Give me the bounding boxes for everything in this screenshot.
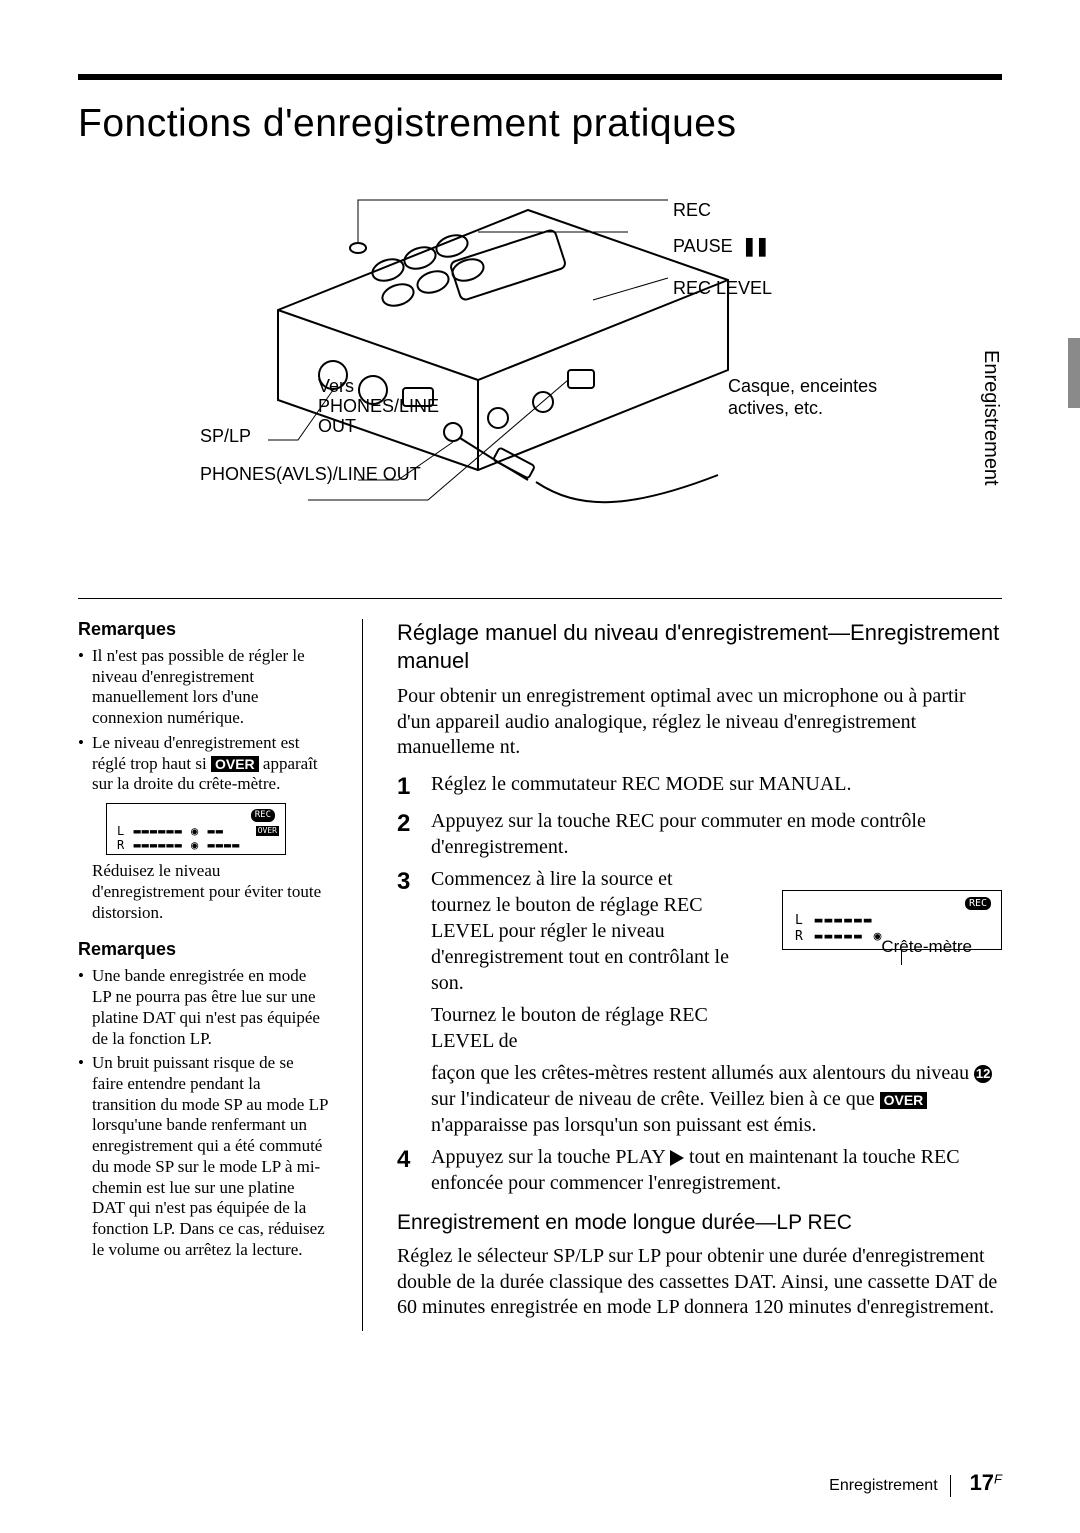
side-tab-bar <box>1068 338 1080 408</box>
over-badge-icon: OVER <box>211 756 259 773</box>
over-badge-icon-2: OVER <box>880 1092 928 1109</box>
notes-list-2: Une bande enregistrée en mode LP ne pour… <box>78 966 328 1260</box>
label-reclevel: REC LEVEL <box>673 278 772 300</box>
step-4a: Appuyez sur la touche PLAY <box>431 1146 670 1168</box>
side-tab-label: Enregistrement <box>979 350 1002 550</box>
step-3b: Tournez le bouton de réglage REC LEVEL d… <box>431 1002 731 1054</box>
label-phones-line: PHONES/LINE <box>318 396 439 418</box>
note-3: Une bande enregistrée en mode LP ne pour… <box>78 966 328 1049</box>
note-1: Il n'est pas possible de régler le nivea… <box>78 646 328 729</box>
step-2: 2 Appuyez sur la touche REC pour commute… <box>397 808 1002 860</box>
section-rule <box>78 598 1002 599</box>
step-1: 1 Réglez le commutateur REC MODE sur MAN… <box>397 771 1002 802</box>
footer: Enregistrement 17F <box>829 1470 1002 1497</box>
label-vers: Vers <box>318 376 354 398</box>
note-2c: Réduisez le niveau d'enregistrement pour… <box>92 861 321 921</box>
step-3-text: Commencez à lire la source et tournez le… <box>431 866 1002 1138</box>
step-2-number: 2 <box>397 808 421 860</box>
step-4: 4 Appuyez sur la touche PLAY tout en mai… <box>397 1144 1002 1196</box>
meter-row-l: L ▬▬▬▬▬▬ <box>795 913 874 930</box>
step-3a: Commencez à lire la source et tournez le… <box>431 866 731 996</box>
meter-row-r: R ▬▬▬▬▬ ◉ <box>795 929 883 946</box>
step-2-text: Appuyez sur la touche REC pour commuter … <box>431 808 1002 860</box>
step-3-number: 3 <box>397 866 421 1138</box>
mini-row-l: L ▬▬▬▬▬▬ ◉ ▬▬ <box>117 824 224 839</box>
step-3: 3 Commencez à lire la source et tournez … <box>397 866 1002 1138</box>
mini-rec-badge: REC <box>251 809 275 822</box>
subheading-lp: Enregistrement en mode longue durée—LP R… <box>397 1210 1002 1236</box>
columns: Remarques Il n'est pas possible de régle… <box>78 619 1002 1331</box>
column-separator <box>362 619 363 1331</box>
remarques-heading-2: Remarques <box>78 939 328 960</box>
mini-row-r: R ▬▬▬▬▬▬ ◉ ▬▬▬▬ <box>117 838 240 853</box>
note-4: Un bruit puissant risque de se faire ent… <box>78 1053 328 1260</box>
meter-rec-badge: REC <box>965 897 991 910</box>
notes-list-1: Il n'est pas possible de régler le nivea… <box>78 646 328 923</box>
footer-section: Enregistrement <box>829 1477 938 1494</box>
label-casque: Casque, enceintes actives, etc. <box>728 376 878 419</box>
label-pause-text: PAUSE <box>673 236 733 256</box>
page: Fonctions d'enregistrement pratiques Enr… <box>0 0 1080 1533</box>
mini-over-badge: OVER <box>256 826 279 836</box>
top-rule <box>78 74 1002 80</box>
page-title: Fonctions d'enregistrement pratiques <box>78 102 1002 146</box>
remarques-heading-1: Remarques <box>78 619 328 640</box>
step-1-text: Réglez le commutateur REC MODE sur MANUA… <box>431 771 1002 802</box>
label-phones-avls: PHONES(AVLS)/LINE OUT <box>200 464 421 486</box>
step-3c-c: n'apparaisse pas lorsqu'un son puissant … <box>431 1114 817 1136</box>
left-column: Remarques Il n'est pas possible de régle… <box>78 619 328 1331</box>
step-3c-b: sur l'indicateur de niveau de crête. Vei… <box>431 1088 880 1110</box>
step-1-number: 1 <box>397 771 421 802</box>
label-pause: PAUSE ❚❚ <box>673 236 768 258</box>
diagram-area: Enregistrement <box>78 180 1002 580</box>
step-4-number: 4 <box>397 1144 421 1196</box>
label-splp: SP/LP <box>200 426 251 448</box>
step-3c-a: façon que les crêtes-mètres restent allu… <box>431 1062 974 1084</box>
footer-rule <box>950 1475 951 1497</box>
level-12-icon: 12 <box>974 1065 992 1083</box>
label-out: OUT <box>318 416 356 438</box>
footer-page-number: 17 <box>970 1470 994 1495</box>
right-column: Réglage manuel du niveau d'enregistremen… <box>397 619 1002 1331</box>
play-icon <box>670 1150 684 1166</box>
step-4-text: Appuyez sur la touche PLAY tout en maint… <box>431 1144 1002 1196</box>
footer-sup: F <box>994 1472 1002 1487</box>
pause-icon: ❚❚ <box>742 236 768 256</box>
meter-label: Crête-mètre <box>881 936 972 958</box>
lp-body: Réglez le sélecteur SP/LP sur LP pour ob… <box>397 1244 1002 1321</box>
label-rec: REC <box>673 200 711 222</box>
intro-paragraph: Pour obtenir un enregistrement optimal a… <box>397 684 1002 761</box>
subheading-manual: Réglage manuel du niveau d'enregistremen… <box>397 619 1002 674</box>
note-2: Le niveau d'enregistrement est réglé tro… <box>78 733 328 923</box>
mini-level-display: REC L ▬▬▬▬▬▬ ◉ ▬▬ OVER R ▬▬▬▬▬▬ ◉ ▬▬▬▬ <box>106 803 286 855</box>
steps-list: 1 Réglez le commutateur REC MODE sur MAN… <box>397 771 1002 1196</box>
